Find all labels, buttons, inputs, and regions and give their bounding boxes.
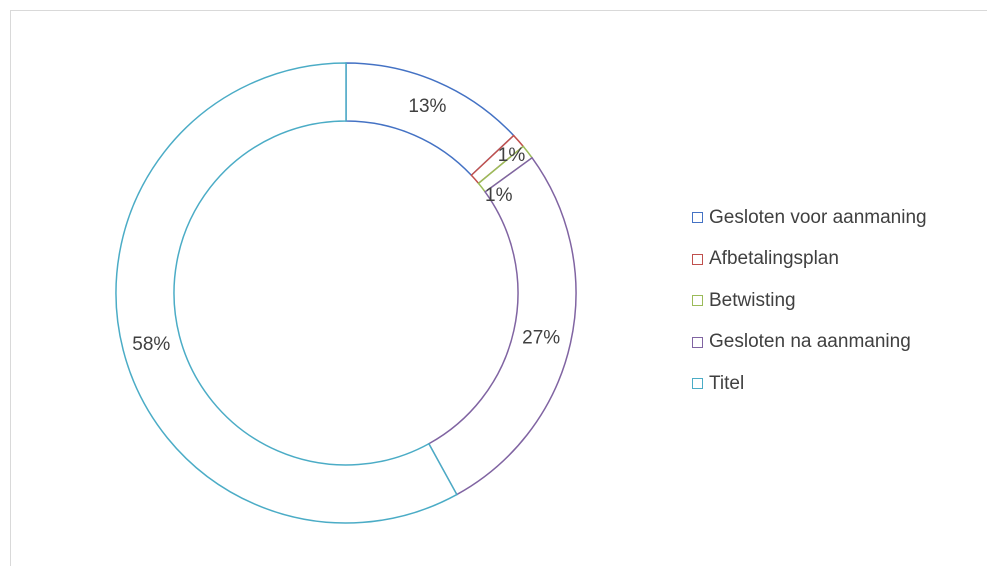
legend-swatch [692, 295, 703, 307]
donut-slice-5[interactable] [115, 62, 458, 524]
legend-label: Afbetalingsplan [709, 248, 839, 270]
legend-swatch [692, 336, 703, 348]
data-label-3: 1% [485, 185, 513, 206]
legend-item-2[interactable]: Afbetalingsplan [692, 239, 927, 281]
legend-item-1[interactable]: Gesloten voor aanmaning [692, 197, 927, 239]
legend-label: Gesloten voor aanmaning [709, 206, 927, 228]
data-label-1: 13% [408, 96, 446, 117]
legend-swatch [692, 253, 703, 265]
chart-area [10, 10, 987, 566]
legend-swatch [692, 212, 703, 224]
data-label-2: 1% [498, 145, 526, 166]
legend-label: Titel [709, 372, 745, 394]
legend-swatch [692, 378, 703, 390]
data-label-5: 58% [132, 334, 170, 355]
legend: Gesloten voor aanmaning Afbetalingsplan Be… [692, 197, 927, 405]
legend-item-3[interactable]: Betwisting [692, 280, 927, 322]
legend-label: Gesloten na aanmaning [709, 331, 911, 353]
legend-label: Betwisting [709, 289, 796, 311]
legend-item-4[interactable]: Gesloten na aanmaning [692, 322, 927, 364]
donut-slice-4[interactable] [427, 156, 577, 496]
data-label-4: 27% [522, 328, 560, 349]
legend-item-5[interactable]: Titel [692, 363, 927, 405]
